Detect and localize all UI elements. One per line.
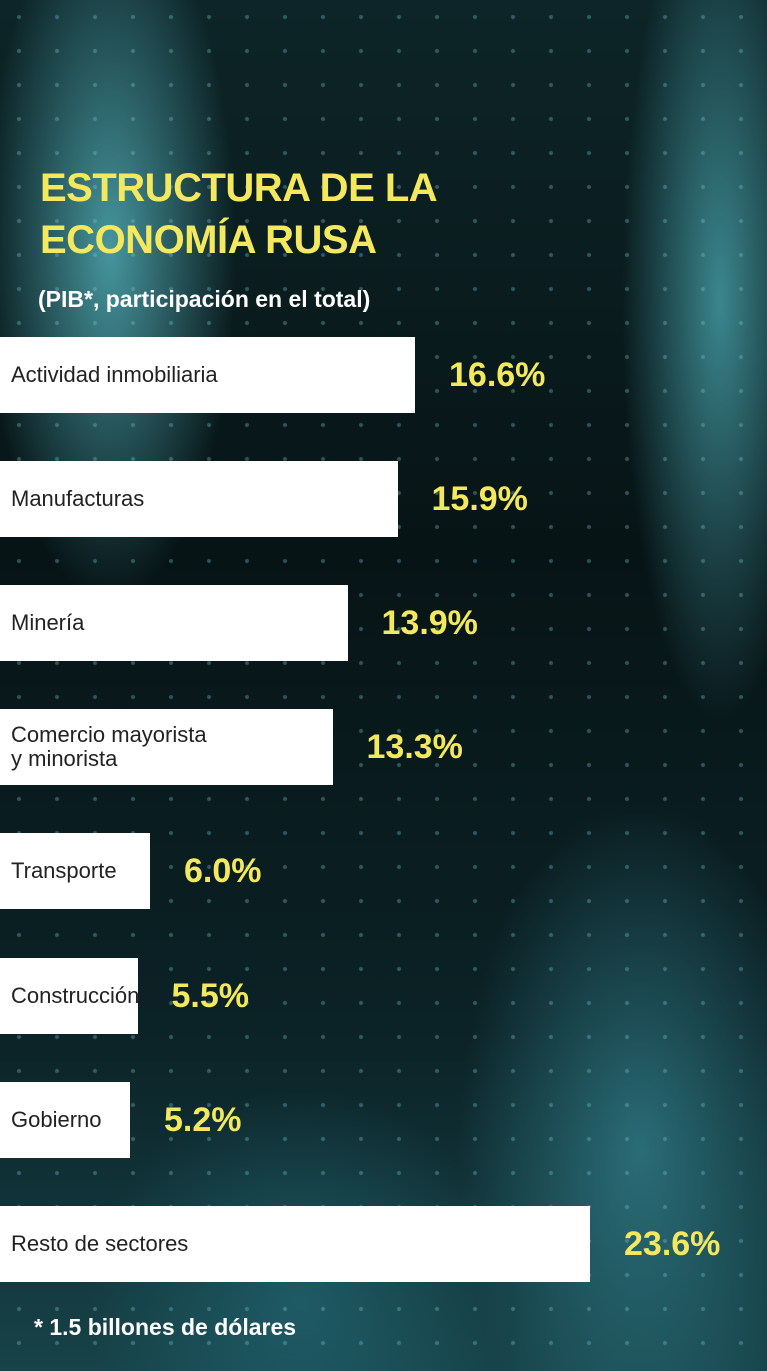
category-label: Comercio mayorista y minorista <box>11 722 207 772</box>
bar: Construcción <box>0 957 140 1034</box>
value-label: 13.3% <box>366 728 463 767</box>
bar: Gobierno <box>0 1081 130 1158</box>
category-label: Transporte <box>11 858 117 884</box>
bar: Actividad inmobiliaria <box>0 337 415 413</box>
value-label: 6.0% <box>184 852 262 891</box>
bar: Comercio mayorista y minorista <box>0 709 333 786</box>
value-label: 5.2% <box>164 1100 242 1139</box>
category-label: Actividad inmobiliaria <box>11 362 218 387</box>
category-label: Minería <box>11 610 85 636</box>
value-label: 23.6% <box>624 1224 721 1263</box>
footnote: * 1.5 billones de dólares <box>34 1314 297 1340</box>
bar: Manufacturas <box>0 461 398 538</box>
category-label: Gobierno <box>11 1106 102 1132</box>
chart-subtitle: (PIB*, participación en el total) <box>38 286 371 312</box>
bar: Resto de sectores <box>0 1205 590 1282</box>
bar: Transporte <box>0 833 150 910</box>
chart-title: ESTRUCTURA DE LA ECONOMÍA RUSA <box>40 166 438 262</box>
category-label: Resto de sectores <box>11 1230 189 1256</box>
category-label: Construcción <box>11 982 140 1008</box>
value-label: 16.6% <box>449 356 546 394</box>
value-label: 15.9% <box>431 480 528 519</box>
value-label: 13.9% <box>381 604 478 643</box>
bar: Minería <box>0 585 348 662</box>
value-label: 5.5% <box>171 976 250 1015</box>
category-label: Manufacturas <box>11 486 145 512</box>
